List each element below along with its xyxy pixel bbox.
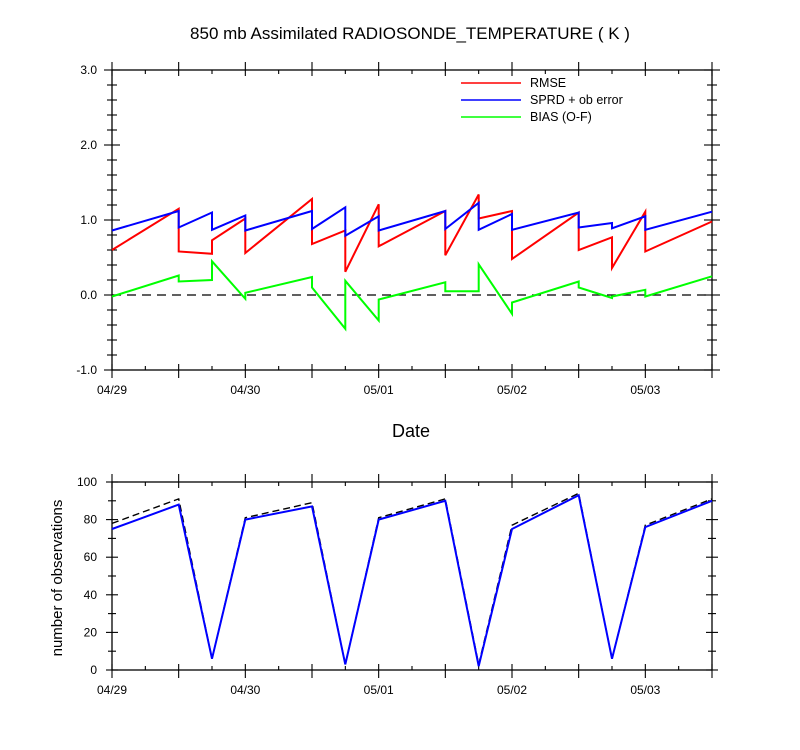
- y-tick-label: 80: [84, 513, 98, 527]
- y-tick-label: 100: [77, 475, 97, 489]
- y-tick-label: 1.0: [80, 213, 97, 227]
- x-tick-label: 05/01: [364, 383, 394, 397]
- x-axis-label: Date: [392, 421, 430, 441]
- x-tick-label: 05/02: [497, 683, 527, 697]
- y-tick-label: 2.0: [80, 138, 97, 152]
- series-line-bias: [111, 258, 713, 332]
- top-panel: 04/29 04/30 05/01 05/02 05/03 -1.0 0.0 1.0 2.0 3.…: [76, 62, 720, 397]
- y-tick-label: -1.0: [76, 363, 97, 377]
- x-tick-label: 04/29: [97, 683, 127, 697]
- y-axis-label-observations: number of observations: [49, 500, 66, 657]
- y-tick-label: 0: [90, 663, 97, 677]
- series-line-rmse: [111, 194, 713, 273]
- possible-obs-line: [111, 492, 713, 665]
- series-line-sprd: [111, 200, 713, 238]
- legend-label: SPRD + ob error: [530, 93, 623, 107]
- bottom-panel: 04/29 04/30 05/01 05/02 05/03 0 20 40 60 80 100: [77, 474, 718, 697]
- y-tick-label: 0.0: [80, 288, 97, 302]
- x-tick-label: 04/30: [230, 683, 260, 697]
- legend-label: BIAS (O-F): [530, 110, 592, 124]
- y-tick-label: 20: [84, 625, 98, 639]
- x-tick-label: 05/03: [630, 683, 660, 697]
- legend-label: RMSE: [530, 76, 566, 90]
- x-tick-label: 05/01: [364, 683, 394, 697]
- x-tick-label: 05/03: [630, 383, 660, 397]
- x-tick-label: 04/29: [97, 383, 127, 397]
- chart-title: 850 mb Assimilated RADIOSONDE_TEMPERATUR…: [190, 24, 630, 43]
- x-tick-label: 04/30: [230, 383, 260, 397]
- assimilated-obs-line: [111, 493, 713, 667]
- x-tick-label: 05/02: [497, 383, 527, 397]
- y-tick-label: 60: [84, 550, 98, 564]
- y-tick-label: 3.0: [80, 63, 97, 77]
- y-tick-label: 40: [84, 588, 98, 602]
